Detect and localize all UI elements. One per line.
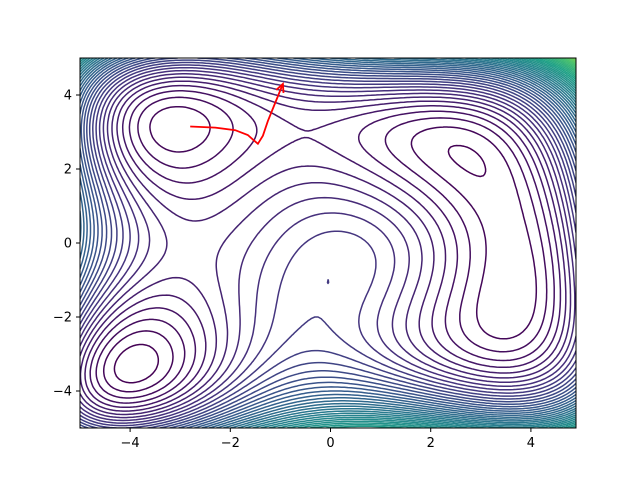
y-tick-label: −2 (53, 311, 72, 326)
contour-level-37 (548, 58, 576, 75)
y-tick-label: −4 (53, 385, 72, 400)
contour-level-1 (102, 105, 538, 393)
contour-level-3 (89, 90, 555, 404)
x-tick-label: −2 (221, 436, 240, 451)
contour-level-11 (80, 61, 576, 428)
contour-level-9 (80, 66, 576, 424)
y-tick-label: 2 (64, 163, 72, 178)
axes: −4 −2 0 2 4 −4 −2 0 2 4 (53, 89, 535, 452)
contour-level-12 (80, 59, 576, 428)
contour-level-42 (563, 58, 576, 66)
contour-level-7 (80, 73, 576, 419)
contour-level-5 (80, 80, 567, 412)
contour-level-2 (95, 96, 548, 399)
contour-level-43 (566, 58, 576, 65)
contour-level-4 (84, 84, 562, 409)
contour-level-6 (80, 76, 572, 416)
path-line (190, 83, 284, 146)
y-tick-label: 4 (64, 89, 72, 104)
contour-level-0 (113, 144, 487, 384)
contour-level-13 (80, 58, 576, 428)
y-tick-label: 0 (64, 237, 72, 252)
x-tick-label: 4 (527, 436, 535, 451)
contour-level-8 (80, 69, 576, 422)
x-tick-label: −4 (121, 436, 140, 451)
contour-level-10 (80, 64, 576, 427)
x-tick-label: 0 (326, 436, 334, 451)
x-tick-label: 2 (427, 436, 435, 451)
optimization-path (190, 81, 285, 146)
path-arrowhead (275, 81, 285, 93)
contour-level-35 (541, 58, 576, 79)
